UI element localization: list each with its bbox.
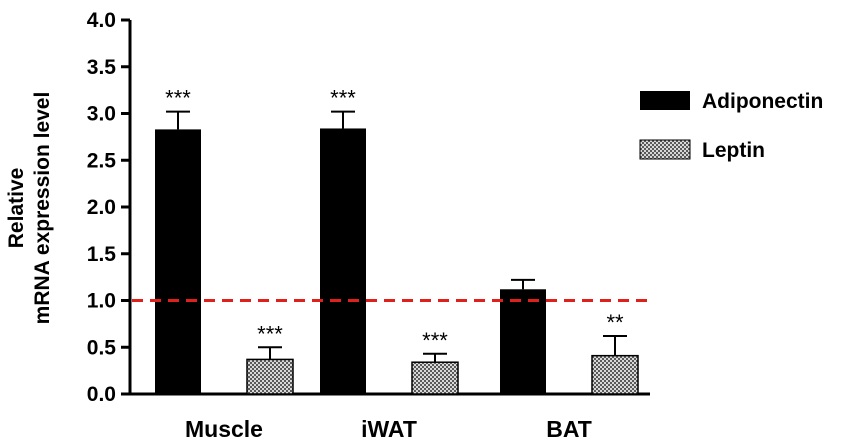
y-tick-label: 3.5 (87, 56, 117, 79)
y-tick-label: 1.0 (87, 290, 116, 313)
x-category-label: Muscle (185, 416, 263, 442)
y-tick-label: 0.5 (87, 336, 117, 359)
y-axis-title-line-1: Relative (5, 168, 28, 249)
y-tick-label: 2.5 (87, 149, 117, 172)
x-axis: Muscle iWAT BAT (128, 392, 650, 442)
y-tick-label: 0.0 (87, 383, 116, 406)
legend-label-leptin: Leptin (702, 139, 765, 162)
bar-leptin-iwat (411, 361, 459, 395)
x-category-label: BAT (546, 416, 592, 442)
y-axis: 0.0 0.5 1.0 1.5 2.0 2.5 3.0 3.5 4.0 (87, 9, 132, 406)
x-category-label: iWAT (361, 416, 417, 442)
legend-swatch-adiponectin (640, 91, 690, 110)
y-axis-title-line-2: mRNA expression level (31, 92, 54, 325)
y-axis-title: Relative mRNA expression level (5, 92, 54, 325)
y-tick-label: 2.0 (87, 196, 116, 219)
legend-label-adiponectin: Adiponectin (702, 90, 823, 113)
significance-label: ** (606, 310, 624, 335)
bar-adiponectin-bat (500, 289, 546, 394)
y-tick-label: 1.5 (87, 243, 117, 266)
bar-leptin-muscle (246, 358, 294, 395)
significance-label: *** (257, 321, 283, 346)
y-tick-label: 3.0 (87, 103, 116, 126)
bar-leptin-bat (591, 354, 639, 395)
legend: Adiponectin Leptin (639, 90, 823, 162)
significance-label: *** (422, 328, 448, 353)
y-tick-label: 4.0 (87, 9, 116, 32)
significance-label: *** (330, 86, 356, 111)
significance-label: *** (165, 86, 191, 111)
bar-adiponectin-iwat (320, 128, 366, 394)
bar-adiponectin-muscle (155, 129, 201, 394)
legend-swatch-leptin (639, 139, 691, 160)
bars: ************** (155, 86, 639, 395)
